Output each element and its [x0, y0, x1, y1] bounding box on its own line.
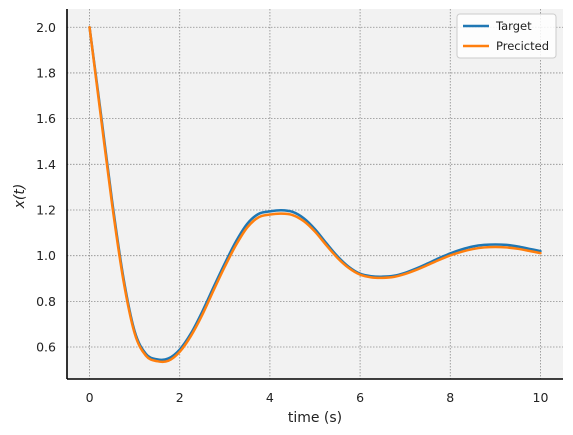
series-lines — [88, 26, 542, 364]
y-tick-label: 2.0 — [36, 20, 56, 35]
x-tick-label: 6 — [356, 390, 364, 405]
x-tick-label: 4 — [266, 390, 274, 405]
legend: Target Precicted — [456, 13, 557, 59]
y-tick-label: 1.8 — [36, 65, 56, 80]
legend-label-predicted: Precicted — [496, 39, 549, 53]
y-tick-labels: 0.6 0.8 1.0 1.2 1.4 1.6 1.8 2.0 — [36, 20, 56, 355]
x-tick-labels: 0 2 4 6 8 10 — [86, 390, 549, 405]
plot-background — [67, 9, 563, 379]
x-tick-label: 0 — [86, 390, 94, 405]
legend-label-target: Target — [495, 19, 532, 33]
y-tick-label: 0.6 — [36, 340, 56, 355]
x-tick-label: 2 — [176, 390, 184, 405]
y-tick-label: 1.4 — [36, 157, 56, 172]
y-tick-label: 1.6 — [36, 111, 56, 126]
x-axis-label: time (s) — [288, 410, 342, 426]
y-tick-label: 0.8 — [36, 294, 56, 309]
y-tick-label: 1.0 — [36, 248, 56, 263]
series-line-target — [88, 26, 542, 362]
x-tick-label: 8 — [446, 390, 454, 405]
y-axis-label: x(t) — [12, 184, 28, 210]
y-tick-label: 1.2 — [36, 202, 56, 217]
x-tick-label: 10 — [533, 390, 549, 405]
series-line-predicted — [88, 26, 542, 364]
